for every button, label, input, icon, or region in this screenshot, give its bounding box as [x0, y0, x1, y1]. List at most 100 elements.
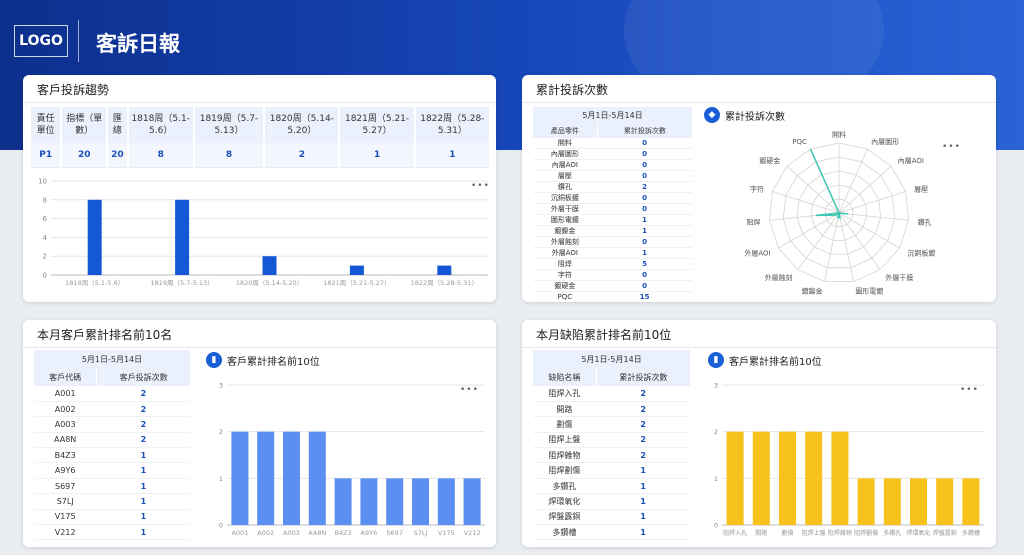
row-value: 0: [597, 159, 692, 171]
row-value: 1: [96, 524, 190, 541]
x-tick-label: A002: [257, 529, 274, 537]
y-tick-label: 6: [43, 215, 48, 223]
radar-spoke: [797, 212, 840, 270]
bar[interactable]: [257, 431, 275, 525]
bar-chart-icon: ▮: [708, 352, 724, 368]
row-name: 焊盤露銅: [532, 509, 597, 526]
bar[interactable]: [231, 431, 249, 525]
row-name: 鍍鎳金: [532, 225, 598, 237]
radar-axis-label: 外層AOI: [744, 249, 770, 258]
bar[interactable]: [463, 478, 481, 525]
table-cell: 1: [338, 143, 415, 168]
row-value: 1: [596, 509, 690, 526]
row-value: 0: [597, 138, 692, 149]
x-tick-label: S697: [386, 529, 403, 537]
row-name: 劃傷: [532, 416, 597, 433]
row-value: 2: [596, 386, 690, 402]
radar-axis-label: 圖形電鍍: [855, 286, 883, 295]
table-cell: 8: [192, 143, 265, 168]
x-tick-label: S7LJ: [414, 529, 428, 537]
table-row: AA8N 2: [33, 432, 190, 449]
radar-spoke: [838, 212, 909, 221]
x-tick-label: 焊環氧化: [906, 529, 930, 537]
row-name: 阻焊: [532, 258, 598, 270]
bar[interactable]: [962, 478, 980, 525]
radar-axis-label: 阻焊: [746, 217, 760, 226]
table-row: 開路 2: [532, 401, 690, 418]
bar[interactable]: [726, 431, 744, 525]
table-row: 阻焊上盤 2: [532, 432, 690, 449]
radar-ring: [796, 170, 882, 255]
row-name: A003: [33, 416, 97, 433]
table-row: 阻焊劃傷 1: [532, 462, 690, 479]
bar[interactable]: [752, 431, 770, 525]
bar[interactable]: [883, 478, 901, 525]
table-row: 多鑽槽 1: [532, 524, 690, 541]
bar[interactable]: [910, 478, 927, 525]
table-row: 沉銅板鍍 0: [532, 192, 692, 204]
radar-axis-label: 開料: [832, 130, 846, 139]
radar-series[interactable]: [809, 148, 849, 219]
radar-axis-label: 鍍鎳金: [802, 286, 823, 295]
table-row: 內層圖形 0: [532, 148, 692, 160]
bar[interactable]: [805, 431, 823, 525]
x-tick-label: A001: [231, 529, 248, 537]
y-tick-label: 2: [43, 253, 47, 261]
x-tick-label: 阻焊入孔: [723, 529, 747, 537]
bar[interactable]: [308, 431, 326, 525]
table-row: 開料 0: [532, 138, 692, 149]
defect-table: 5月1日-5月14日 缺陷名稱 累計投訴次數 阻焊入孔 2 開路 2 劃傷 2 阻焊上盤 2 阻焊…: [532, 350, 690, 541]
bar[interactable]: [386, 478, 404, 525]
row-value: 1: [596, 478, 690, 495]
bar[interactable]: [936, 478, 954, 525]
more-menu-icon[interactable]: •••: [942, 142, 961, 152]
radar-spoke: [786, 165, 840, 214]
y-tick-label: 8: [43, 196, 47, 204]
row-value: 0: [597, 203, 692, 215]
radar-axis-label: 外層干膜: [885, 273, 913, 282]
bar[interactable]: [360, 478, 378, 525]
more-menu-icon[interactable]: •••: [460, 385, 479, 395]
row-name: 焊環氧化: [532, 493, 597, 510]
bar[interactable]: [437, 478, 455, 525]
table-row: 外層AOI 1: [532, 247, 692, 259]
bar[interactable]: [779, 431, 796, 525]
more-menu-icon[interactable]: •••: [960, 385, 979, 395]
column-header: 1822周（5.28-5.31）: [413, 105, 489, 143]
date-range-label: 5月1日-5月14日: [532, 107, 692, 123]
bar[interactable]: [831, 431, 849, 525]
radar-axis-label: 層壓: [914, 186, 928, 194]
bar[interactable]: [349, 265, 364, 275]
table-row: V212 1: [33, 524, 190, 541]
trend-table: 責任單位 指標（單數） 匯總 1818周（5.1-5.6） 1819周（5.7-5.13…: [28, 105, 489, 168]
bar[interactable]: [262, 256, 277, 275]
cumulative-panel-divider: [522, 102, 996, 103]
row-value: 2: [597, 181, 692, 193]
table-row: V175 1: [33, 509, 190, 526]
trend-panel-divider: [23, 102, 496, 103]
bar[interactable]: [87, 199, 102, 275]
x-tick-label: 阻焊上盤: [802, 529, 826, 537]
table-row: A002 2: [33, 401, 190, 418]
bar[interactable]: [175, 199, 190, 275]
more-menu-icon[interactable]: •••: [471, 181, 490, 191]
row-value: 1: [96, 493, 190, 510]
radar-ring: [768, 142, 910, 282]
x-tick-label: 焊盤露銅: [933, 529, 957, 537]
row-value: 2: [596, 447, 690, 464]
bar[interactable]: [334, 478, 352, 525]
table-row: 阻焊入孔 2: [532, 386, 690, 402]
bar[interactable]: [857, 478, 875, 525]
table-cell: 1: [413, 143, 489, 168]
row-name: 鑽孔: [532, 181, 598, 193]
bar[interactable]: [283, 431, 300, 525]
bar[interactable]: [437, 265, 452, 275]
row-name: A001: [33, 386, 97, 402]
bar[interactable]: [412, 478, 429, 525]
y-tick-label: 2: [219, 428, 223, 436]
row-name: B4Z3: [33, 447, 97, 464]
x-tick-label: 多鑽孔: [883, 529, 901, 537]
table-row: P1 20 20 8 8 2 1 1: [28, 143, 489, 168]
column-header: 1820周（5.14-5.20）: [263, 105, 340, 143]
